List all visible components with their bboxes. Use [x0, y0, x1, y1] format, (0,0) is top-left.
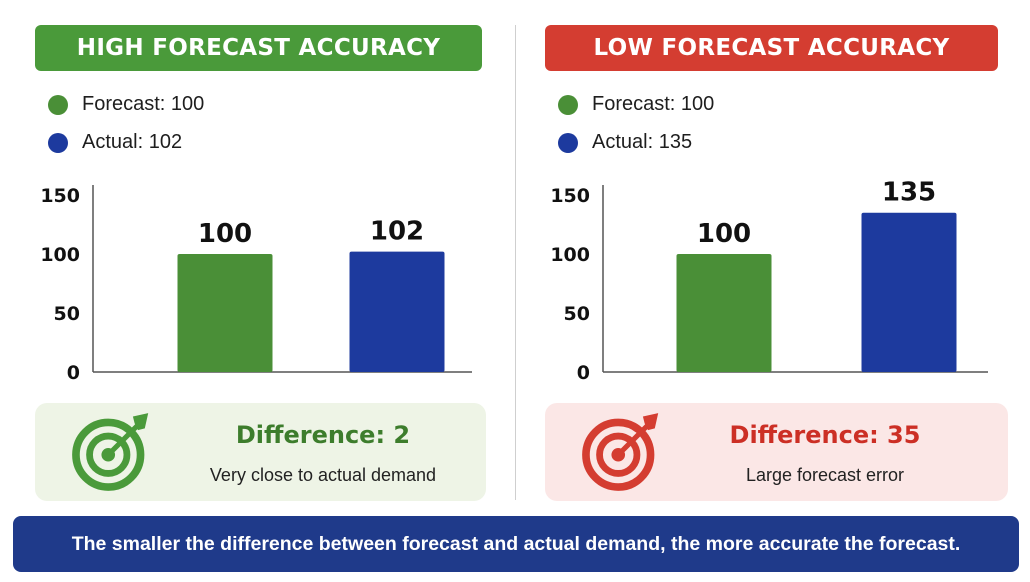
y-tick-label: 50	[54, 303, 80, 325]
y-tick-label: 0	[67, 362, 80, 384]
high-accuracy-header: HIGH FORECAST ACCURACY	[35, 25, 482, 71]
y-tick-label: 50	[564, 303, 590, 325]
bar-value-label: 100	[697, 219, 751, 249]
forecast-bar	[676, 254, 772, 372]
actual-dot-icon	[48, 132, 68, 153]
low-accuracy-panel: LOW FORECAST ACCURACY Forecast: 100 Actu…	[510, 0, 1010, 510]
difference-box: Difference: 2 Very close to actual deman…	[35, 403, 486, 501]
panel-divider	[515, 25, 516, 500]
bar-value-label: 102	[370, 217, 424, 247]
forecast-bar	[177, 254, 273, 372]
actual-dot-icon	[558, 132, 578, 153]
target-icon	[582, 413, 659, 491]
bar-value-label: 100	[198, 219, 252, 249]
legend-forecast-label: Forecast: 100	[592, 93, 715, 115]
target-icon	[72, 413, 149, 491]
forecast-dot-icon	[558, 94, 578, 115]
low-accuracy-chart: 0 50 100 150 100 135	[550, 178, 988, 384]
difference-value: Difference: 35	[729, 421, 921, 449]
y-tick-label: 150	[40, 185, 80, 207]
legend-forecast: Forecast: 100	[48, 93, 204, 116]
bar-value-label: 135	[882, 178, 936, 208]
low-accuracy-header: LOW FORECAST ACCURACY	[545, 25, 998, 71]
actual-bar	[349, 251, 445, 372]
legend-actual-label: Actual: 135	[592, 131, 693, 153]
y-tick-label: 100	[40, 244, 80, 266]
legend-actual: Actual: 135	[558, 131, 692, 154]
difference-value: Difference: 2	[235, 421, 411, 449]
summary-footer: The smaller the difference between forec…	[13, 516, 1019, 572]
high-accuracy-chart: 0 50 100 150 100 102	[40, 185, 472, 384]
y-tick-label: 0	[577, 362, 590, 384]
legend-actual-label: Actual: 102	[82, 131, 183, 153]
high-accuracy-panel: HIGH FORECAST ACCURACY Forecast: 100 Act…	[0, 0, 500, 510]
legend-actual: Actual: 102	[48, 131, 182, 154]
y-tick-label: 100	[550, 244, 590, 266]
actual-bar	[861, 212, 957, 372]
legend-forecast: Forecast: 100	[558, 93, 714, 116]
difference-caption: Very close to actual demand	[209, 465, 437, 485]
difference-caption: Large forecast error	[745, 465, 905, 485]
difference-box: Difference: 35 Large forecast error	[545, 403, 1008, 501]
legend-forecast-label: Forecast: 100	[82, 93, 205, 115]
forecast-dot-icon	[48, 94, 68, 115]
y-tick-label: 150	[550, 185, 590, 207]
